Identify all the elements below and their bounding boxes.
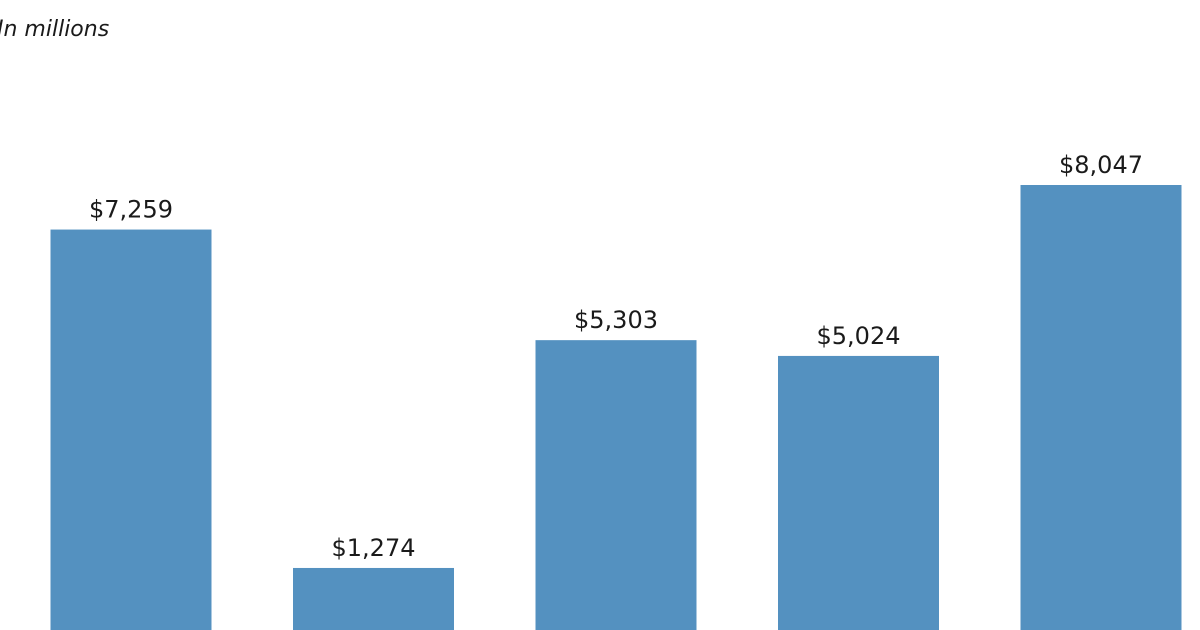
bar	[293, 567, 454, 630]
value-label: $1,274	[332, 534, 416, 562]
bar	[50, 229, 212, 630]
chart-subtitle: In millions	[0, 17, 109, 42]
bar	[778, 355, 939, 630]
bar	[535, 340, 697, 630]
value-label: $5,303	[574, 306, 658, 334]
value-label: $7,259	[89, 196, 173, 224]
value-label: $5,024	[817, 322, 901, 350]
bar	[1020, 185, 1182, 630]
value-label: $8,047	[1059, 151, 1143, 179]
